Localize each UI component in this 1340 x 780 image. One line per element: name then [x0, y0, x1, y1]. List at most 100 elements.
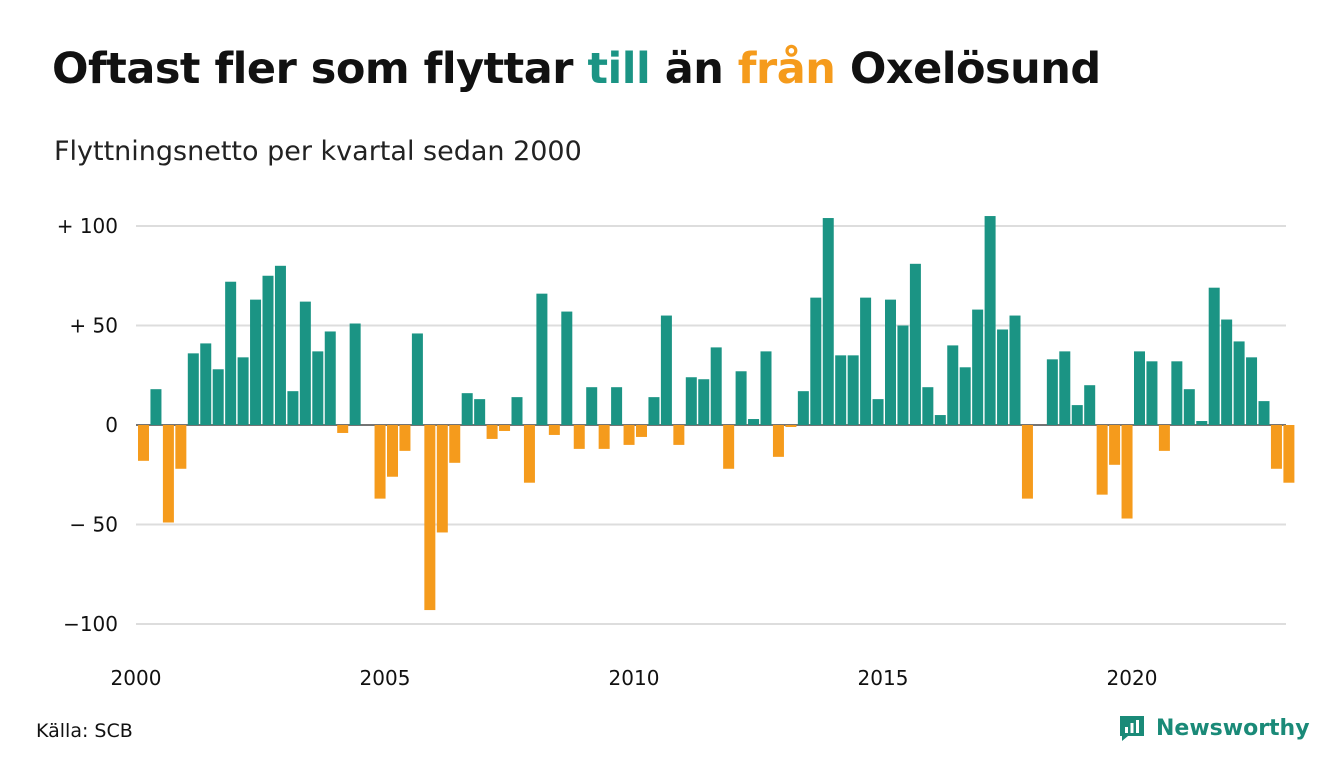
bar [648, 397, 660, 425]
bar [822, 218, 834, 425]
bar [735, 371, 747, 425]
bar [1208, 287, 1220, 425]
source-label: Källa: SCB [36, 720, 133, 742]
bar [885, 299, 896, 425]
brand-name: Newsworthy [1156, 715, 1310, 741]
bar [299, 301, 311, 425]
bars [138, 216, 1295, 611]
bar [698, 379, 710, 425]
bar [1221, 319, 1233, 425]
bar [1009, 315, 1021, 425]
bar [200, 343, 212, 425]
bar [561, 311, 573, 425]
bar [387, 425, 398, 477]
bar [237, 357, 249, 425]
bar [1246, 357, 1258, 425]
bar [1171, 361, 1183, 425]
bar [934, 415, 946, 425]
bar [1059, 351, 1071, 425]
bar [274, 265, 286, 425]
bar [673, 425, 685, 445]
bar [548, 425, 560, 435]
bar [486, 425, 498, 439]
x-tick-label: 2015 [858, 666, 909, 690]
bar [399, 425, 411, 451]
bar [523, 425, 535, 483]
y-tick-label: + 50 [69, 314, 118, 338]
bar [424, 425, 436, 611]
bar [1109, 425, 1121, 465]
x-axis-labels: 2000 2005 2010 2015 2020 [111, 666, 1158, 690]
bar [374, 425, 386, 499]
bar [1134, 351, 1145, 425]
bar [1196, 421, 1208, 425]
bar [573, 425, 585, 449]
bar [411, 333, 423, 425]
bar [225, 281, 237, 425]
bar [984, 216, 996, 425]
bar [1121, 425, 1133, 519]
bar [636, 425, 647, 437]
x-tick-label: 2020 [1107, 666, 1158, 690]
bar [972, 309, 984, 425]
x-tick-label: 2010 [609, 666, 660, 690]
bar [1270, 425, 1282, 469]
bar [760, 351, 772, 425]
bar [997, 329, 1009, 425]
bar [710, 347, 722, 425]
bar [611, 387, 623, 425]
newsworthy-chat-chart-icon [1120, 716, 1144, 741]
bar [349, 323, 361, 425]
bar [499, 425, 511, 431]
title-till: till [587, 44, 651, 94]
bar [324, 331, 336, 425]
bar [586, 387, 598, 425]
bar [623, 425, 635, 445]
bar [337, 425, 349, 433]
bar [1096, 425, 1108, 495]
bar [1021, 425, 1033, 499]
bar [312, 351, 324, 425]
bar [287, 391, 299, 425]
bar [162, 425, 174, 523]
bar [748, 419, 760, 425]
bar [1071, 405, 1083, 425]
bar [449, 425, 461, 463]
title-fran: från [737, 44, 836, 94]
bar [835, 355, 847, 425]
bar [1183, 389, 1195, 425]
bar [785, 425, 797, 427]
bar [772, 425, 784, 457]
bar [872, 399, 884, 425]
y-tick-label: − 50 [69, 513, 118, 537]
bar [150, 389, 162, 425]
y-axis-labels: + 100 + 50 0 − 50 −100 [57, 214, 118, 636]
bar [1146, 361, 1158, 425]
x-tick-label: 2005 [360, 666, 411, 690]
bar [1233, 341, 1245, 425]
bar [138, 425, 149, 461]
bar [212, 369, 224, 425]
y-tick-label: −100 [63, 612, 118, 636]
bar [1084, 385, 1096, 425]
bar [1158, 425, 1170, 451]
bar [685, 377, 697, 425]
bar [511, 397, 523, 425]
bar [847, 355, 859, 425]
bar [797, 391, 809, 425]
bar [1283, 425, 1295, 483]
bar [959, 367, 971, 425]
bar [175, 425, 187, 469]
bar [810, 297, 822, 425]
title-part-3: Oxelösund [835, 44, 1101, 94]
y-tick-label: 0 [105, 413, 118, 437]
bar [1258, 401, 1270, 425]
bar [474, 399, 486, 425]
chart-title: Oftast fler som flyttar till än från Oxe… [52, 44, 1101, 94]
bar [187, 353, 199, 425]
bar [536, 293, 548, 425]
bar-chart: + 100 + 50 0 − 50 −100 2000 2005 2010 2015 2020 [57, 214, 1295, 690]
bar [660, 315, 672, 425]
bar [723, 425, 735, 469]
bar [860, 297, 872, 425]
